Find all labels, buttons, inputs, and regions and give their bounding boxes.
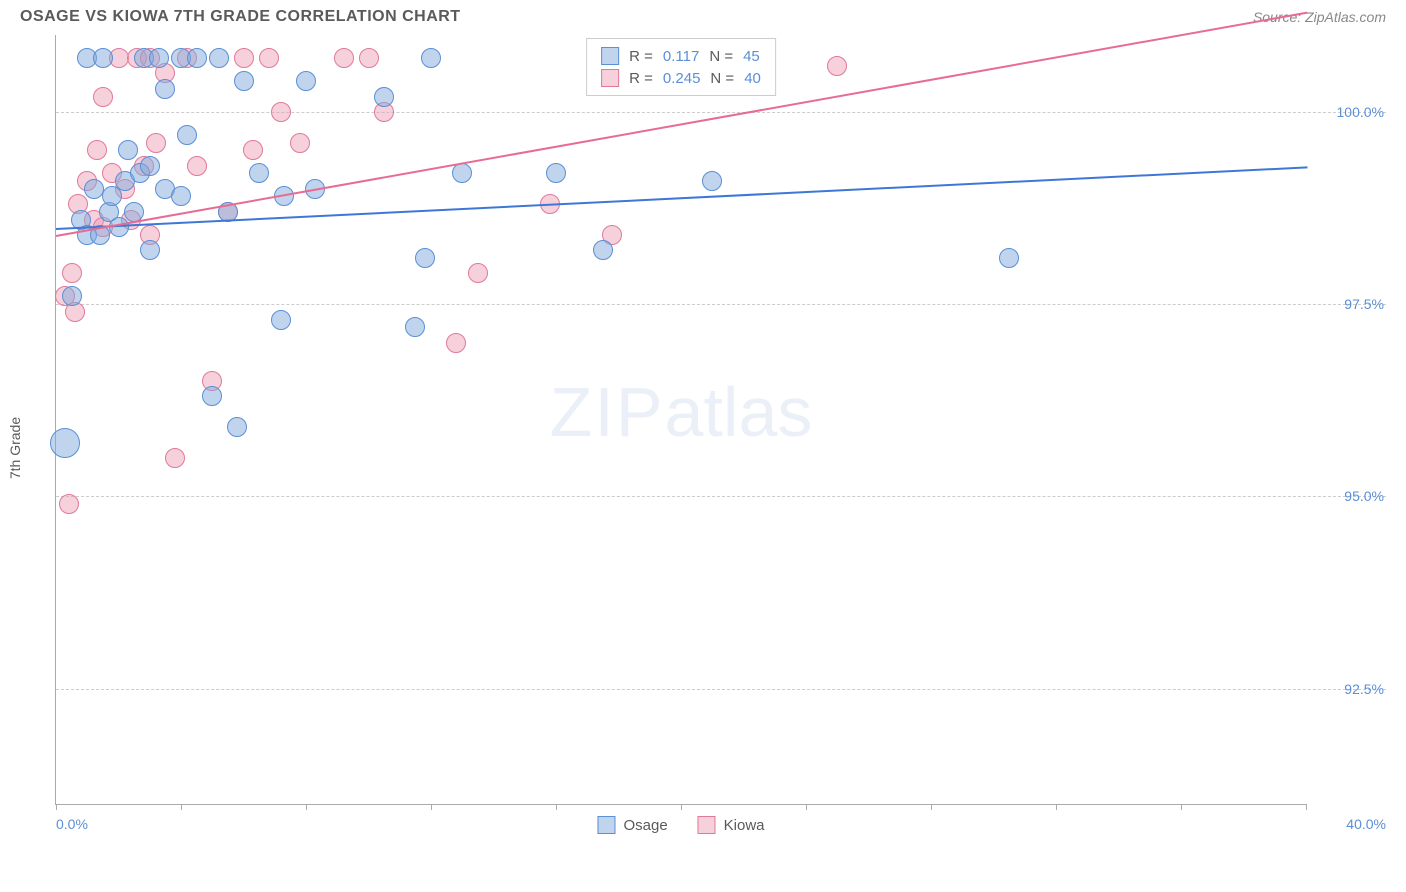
x-tick-label: 0.0% bbox=[56, 816, 88, 832]
osage-point bbox=[405, 317, 425, 337]
kiowa-point bbox=[827, 56, 847, 76]
x-tick bbox=[56, 804, 57, 810]
x-tick bbox=[306, 804, 307, 810]
osage-trendline bbox=[56, 166, 1307, 230]
osage-point bbox=[271, 310, 291, 330]
osage-point bbox=[140, 240, 160, 260]
kiowa-point bbox=[334, 48, 354, 68]
x-tick bbox=[556, 804, 557, 810]
x-tick bbox=[431, 804, 432, 810]
series-legend: Osage Kiowa bbox=[597, 816, 764, 834]
kiowa-point bbox=[234, 48, 254, 68]
osage-point bbox=[374, 87, 394, 107]
osage-point bbox=[149, 48, 169, 68]
gridline bbox=[56, 496, 1386, 497]
kiowa-point bbox=[359, 48, 379, 68]
kiowa-point bbox=[446, 333, 466, 353]
osage-point bbox=[171, 186, 191, 206]
x-tick bbox=[181, 804, 182, 810]
gridline bbox=[56, 112, 1386, 113]
y-tick-label: 97.5% bbox=[1314, 296, 1384, 312]
legend-row-osage: R = 0.117 N = 45 bbox=[601, 45, 761, 67]
osage-n-value: 45 bbox=[743, 48, 760, 65]
x-tick bbox=[1306, 804, 1307, 810]
osage-point bbox=[93, 48, 113, 68]
kiowa-point bbox=[271, 102, 291, 122]
kiowa-swatch-icon bbox=[698, 816, 716, 834]
osage-point bbox=[415, 248, 435, 268]
osage-point bbox=[84, 179, 104, 199]
osage-point bbox=[999, 248, 1019, 268]
osage-point bbox=[452, 163, 472, 183]
osage-point bbox=[227, 417, 247, 437]
osage-point bbox=[296, 71, 316, 91]
legend-row-kiowa: R = 0.245 N = 40 bbox=[601, 67, 761, 89]
n-label: N = bbox=[710, 70, 734, 87]
chart-title: OSAGE VS KIOWA 7TH GRADE CORRELATION CHA… bbox=[20, 8, 461, 26]
osage-point bbox=[593, 240, 613, 260]
chart-container: 7th Grade ZIPatlas R = 0.117 N = 45 R = … bbox=[20, 35, 1386, 860]
x-tick bbox=[1056, 804, 1057, 810]
osage-swatch-icon bbox=[601, 47, 619, 65]
kiowa-point bbox=[165, 448, 185, 468]
correlation-legend: R = 0.117 N = 45 R = 0.245 N = 40 bbox=[586, 38, 776, 96]
x-tick-label: 40.0% bbox=[1346, 816, 1386, 832]
osage-point bbox=[702, 171, 722, 191]
osage-point bbox=[249, 163, 269, 183]
osage-point bbox=[421, 48, 441, 68]
kiowa-legend-label: Kiowa bbox=[724, 817, 765, 834]
plot-area: ZIPatlas R = 0.117 N = 45 R = 0.245 N = … bbox=[55, 35, 1306, 805]
kiowa-point bbox=[62, 263, 82, 283]
osage-point bbox=[177, 125, 197, 145]
kiowa-point bbox=[87, 140, 107, 160]
gridline bbox=[56, 304, 1386, 305]
kiowa-n-value: 40 bbox=[744, 70, 761, 87]
osage-point bbox=[187, 48, 207, 68]
osage-point bbox=[118, 140, 138, 160]
y-tick-label: 100.0% bbox=[1314, 104, 1384, 120]
kiowa-point bbox=[290, 133, 310, 153]
n-label: N = bbox=[709, 48, 733, 65]
osage-point bbox=[234, 71, 254, 91]
y-tick-label: 92.5% bbox=[1314, 681, 1384, 697]
osage-legend-label: Osage bbox=[623, 817, 667, 834]
osage-point bbox=[140, 156, 160, 176]
r-label: R = bbox=[629, 70, 653, 87]
osage-point bbox=[155, 79, 175, 99]
y-axis-label: 7th Grade bbox=[7, 416, 23, 478]
legend-item-osage: Osage bbox=[597, 816, 667, 834]
watermark-atlas: atlas bbox=[665, 373, 813, 451]
watermark: ZIPatlas bbox=[550, 372, 813, 452]
chart-header: OSAGE VS KIOWA 7TH GRADE CORRELATION CHA… bbox=[0, 0, 1406, 30]
kiowa-r-value: 0.245 bbox=[663, 70, 701, 87]
kiowa-point bbox=[187, 156, 207, 176]
osage-swatch-icon bbox=[597, 816, 615, 834]
osage-point bbox=[62, 286, 82, 306]
watermark-zip: ZIP bbox=[550, 373, 665, 451]
kiowa-point bbox=[146, 133, 166, 153]
kiowa-point bbox=[93, 87, 113, 107]
kiowa-point bbox=[59, 494, 79, 514]
legend-item-kiowa: Kiowa bbox=[698, 816, 765, 834]
kiowa-point bbox=[243, 140, 263, 160]
osage-point bbox=[546, 163, 566, 183]
osage-r-value: 0.117 bbox=[663, 48, 699, 65]
kiowa-point bbox=[259, 48, 279, 68]
x-tick bbox=[681, 804, 682, 810]
kiowa-swatch-icon bbox=[601, 69, 619, 87]
x-tick bbox=[1181, 804, 1182, 810]
x-tick bbox=[931, 804, 932, 810]
osage-point bbox=[50, 428, 80, 458]
r-label: R = bbox=[629, 48, 653, 65]
gridline bbox=[56, 689, 1386, 690]
y-tick-label: 95.0% bbox=[1314, 488, 1384, 504]
kiowa-point bbox=[468, 263, 488, 283]
x-tick bbox=[806, 804, 807, 810]
osage-point bbox=[209, 48, 229, 68]
osage-point bbox=[202, 386, 222, 406]
